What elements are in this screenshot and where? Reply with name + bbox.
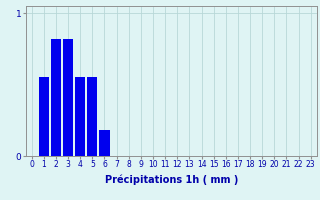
- Bar: [87, 77, 98, 156]
- Bar: [99, 130, 110, 156]
- Bar: [63, 39, 73, 156]
- X-axis label: Précipitations 1h ( mm ): Précipitations 1h ( mm ): [105, 175, 238, 185]
- Bar: [39, 77, 49, 156]
- Bar: [75, 77, 85, 156]
- Bar: [51, 39, 61, 156]
